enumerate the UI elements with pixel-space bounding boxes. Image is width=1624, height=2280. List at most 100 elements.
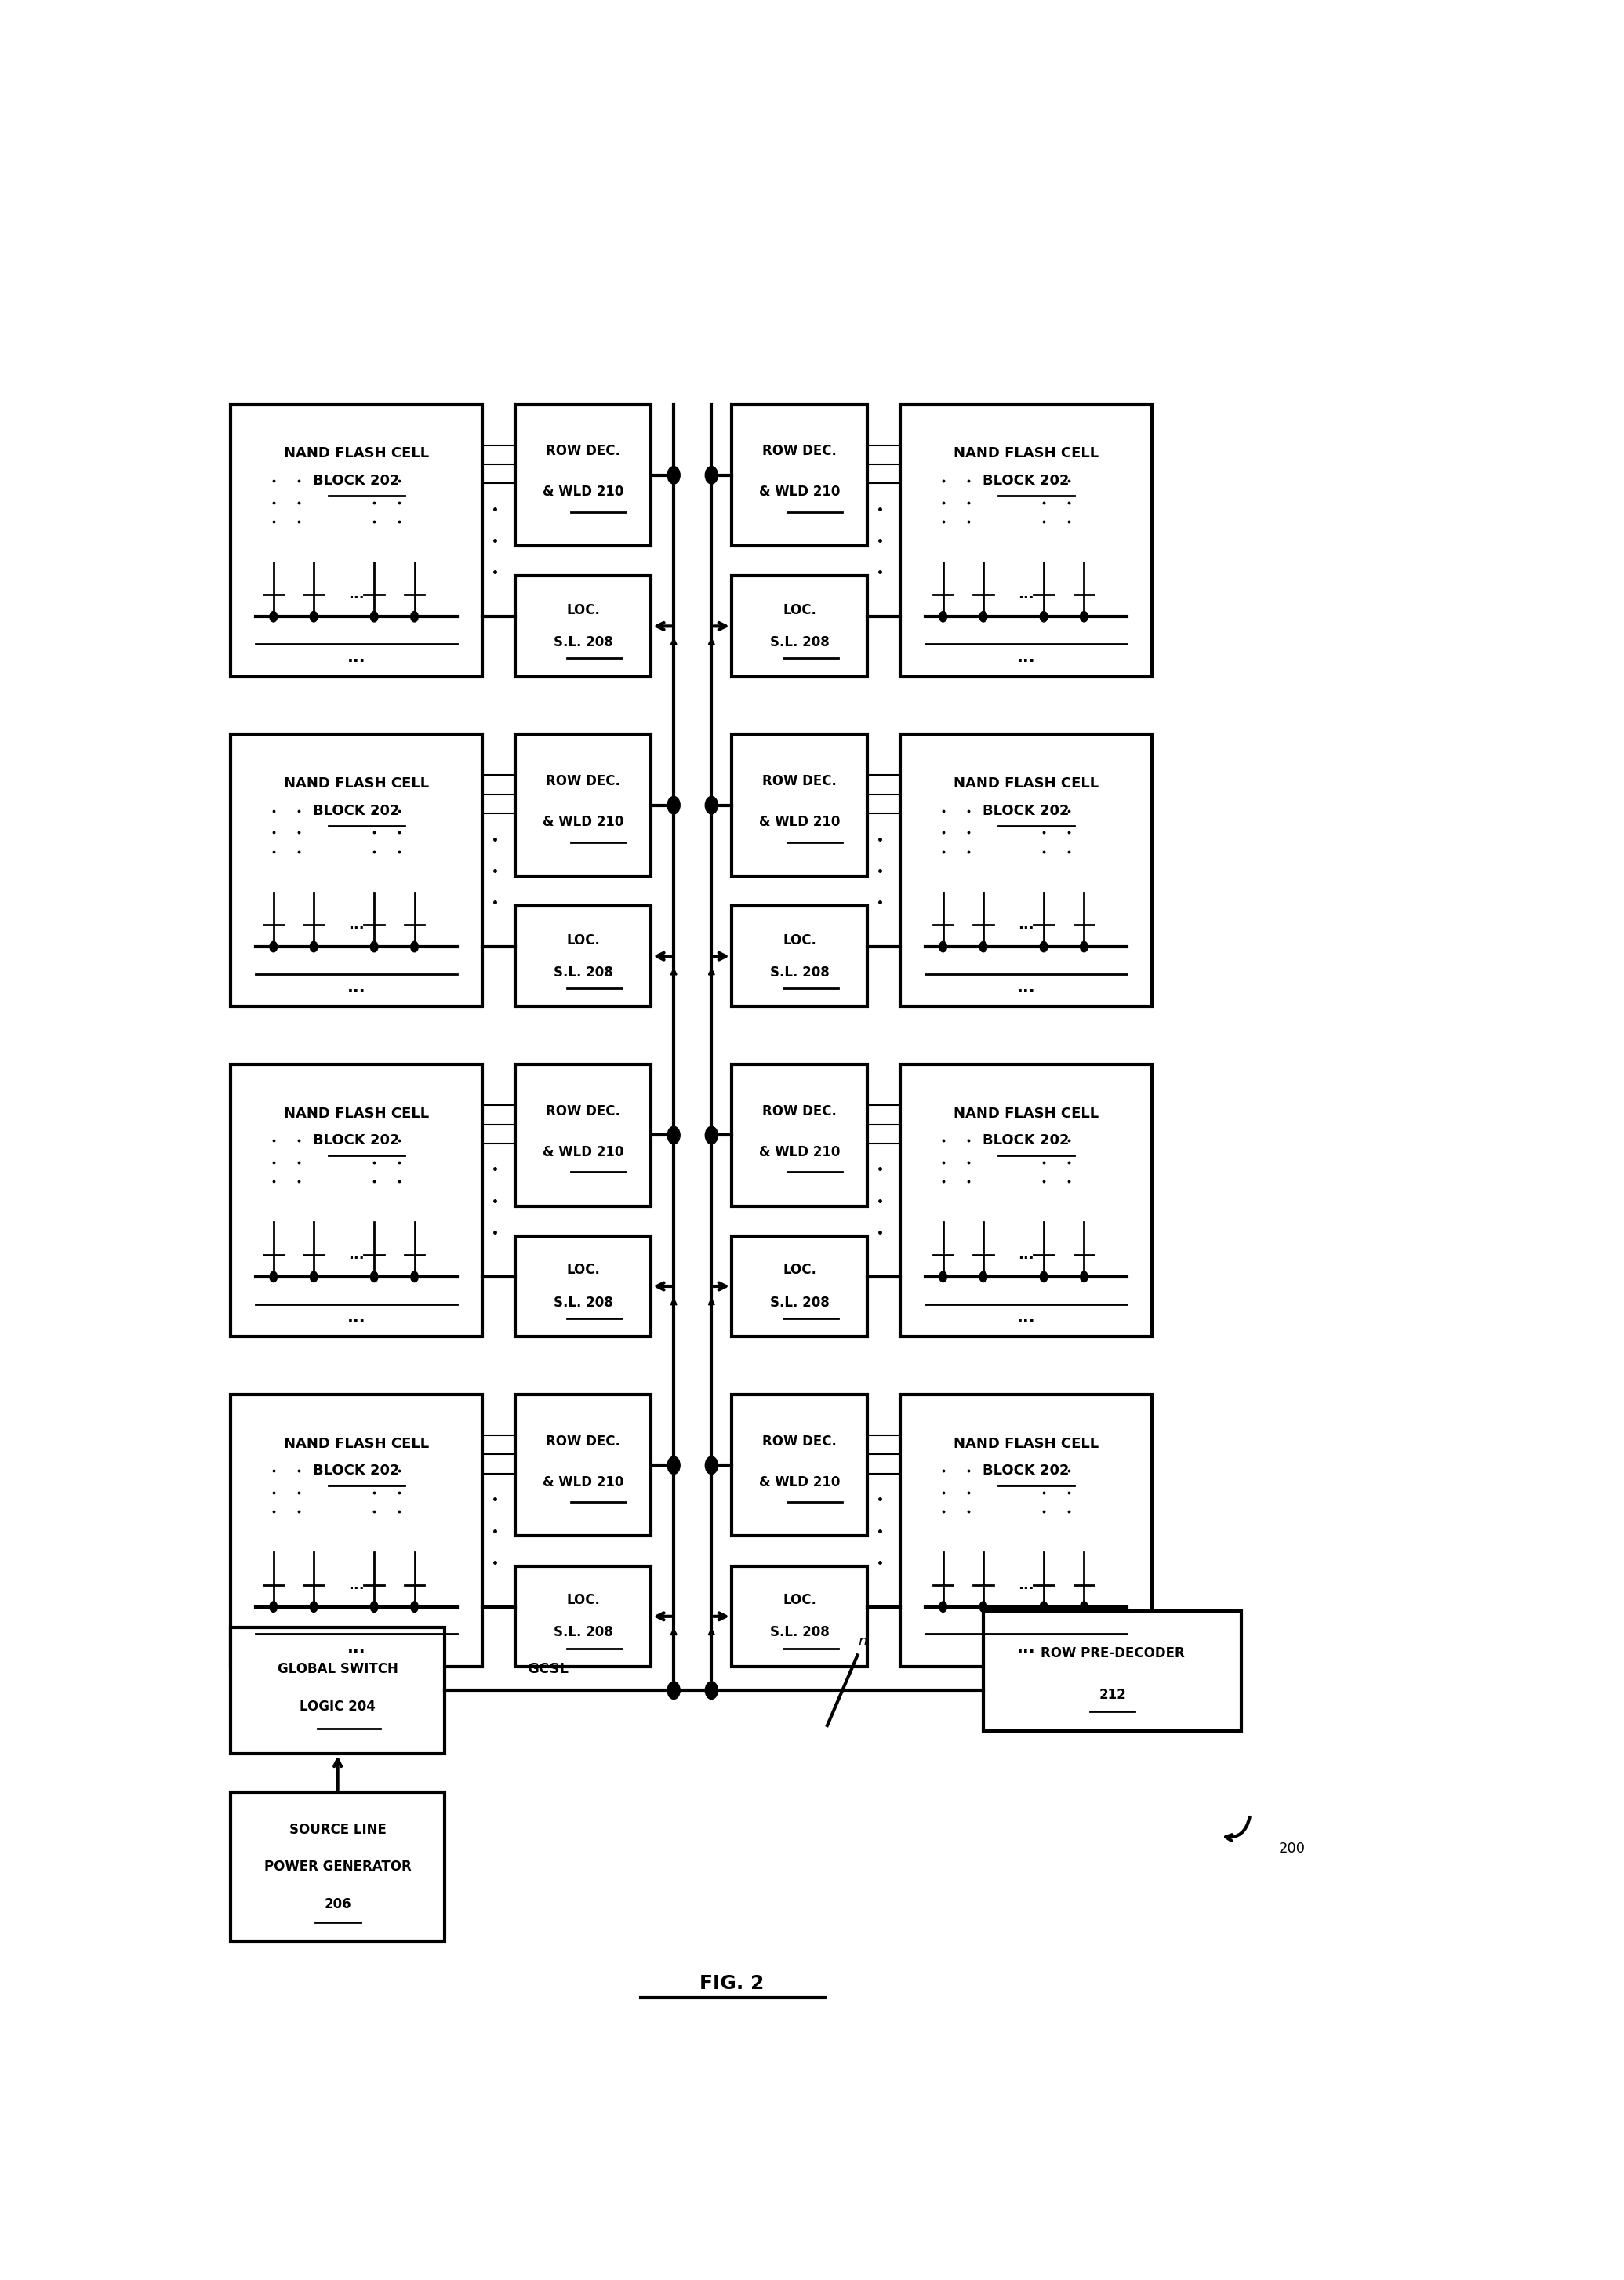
Text: & WLD 210: & WLD 210 bbox=[542, 1145, 624, 1158]
Text: LOC.: LOC. bbox=[567, 1263, 599, 1277]
Circle shape bbox=[705, 1683, 718, 1699]
Bar bbox=[231, 1395, 482, 1667]
Circle shape bbox=[1080, 611, 1088, 622]
Text: ROW DEC.: ROW DEC. bbox=[546, 775, 620, 789]
Bar bbox=[731, 905, 867, 1005]
Text: ROW PRE-DECODER: ROW PRE-DECODER bbox=[1041, 1646, 1184, 1660]
Circle shape bbox=[370, 611, 378, 622]
Circle shape bbox=[310, 942, 318, 953]
Circle shape bbox=[370, 942, 378, 953]
Circle shape bbox=[939, 942, 947, 953]
Text: ...: ... bbox=[348, 980, 365, 996]
Circle shape bbox=[1080, 1601, 1088, 1612]
Circle shape bbox=[667, 1126, 680, 1145]
Text: LOC.: LOC. bbox=[783, 933, 817, 946]
Circle shape bbox=[1039, 942, 1047, 953]
Text: BLOCK 202: BLOCK 202 bbox=[313, 474, 400, 488]
Circle shape bbox=[270, 1272, 278, 1281]
Circle shape bbox=[310, 1272, 318, 1281]
Circle shape bbox=[939, 1601, 947, 1612]
Text: S.L. 208: S.L. 208 bbox=[554, 964, 612, 980]
Text: S.L. 208: S.L. 208 bbox=[770, 964, 830, 980]
Bar bbox=[231, 734, 482, 1005]
Bar bbox=[900, 404, 1151, 677]
Bar bbox=[231, 404, 482, 677]
Circle shape bbox=[370, 1601, 378, 1612]
Text: LOC.: LOC. bbox=[783, 1263, 817, 1277]
Text: SOURCE LINE: SOURCE LINE bbox=[289, 1822, 387, 1838]
Text: S.L. 208: S.L. 208 bbox=[770, 636, 830, 650]
Text: BLOCK 202: BLOCK 202 bbox=[313, 1464, 400, 1477]
Text: ROW DEC.: ROW DEC. bbox=[546, 1434, 620, 1448]
Text: & WLD 210: & WLD 210 bbox=[542, 816, 624, 830]
Text: BLOCK 202: BLOCK 202 bbox=[313, 803, 400, 819]
Text: ROW DEC.: ROW DEC. bbox=[762, 445, 836, 458]
Text: S.L. 208: S.L. 208 bbox=[554, 1295, 612, 1309]
Text: ...: ... bbox=[1017, 980, 1036, 996]
Text: ROW DEC.: ROW DEC. bbox=[762, 1104, 836, 1117]
Text: NAND FLASH CELL: NAND FLASH CELL bbox=[284, 447, 429, 461]
Circle shape bbox=[667, 467, 680, 483]
Text: & WLD 210: & WLD 210 bbox=[542, 1475, 624, 1489]
Text: BLOCK 202: BLOCK 202 bbox=[983, 1133, 1070, 1147]
Circle shape bbox=[705, 796, 718, 814]
Text: ROW DEC.: ROW DEC. bbox=[762, 775, 836, 789]
Text: NAND FLASH CELL: NAND FLASH CELL bbox=[953, 777, 1099, 791]
Text: POWER GENERATOR: POWER GENERATOR bbox=[265, 1860, 411, 1874]
Text: S.L. 208: S.L. 208 bbox=[554, 1626, 612, 1639]
Bar bbox=[731, 577, 867, 677]
Text: ...: ... bbox=[1017, 650, 1036, 666]
Bar bbox=[515, 734, 651, 876]
Bar bbox=[515, 577, 651, 677]
Text: & WLD 210: & WLD 210 bbox=[542, 486, 624, 499]
Text: S.L. 208: S.L. 208 bbox=[554, 636, 612, 650]
Text: ...: ... bbox=[1018, 588, 1034, 602]
Bar bbox=[231, 1792, 445, 1943]
Circle shape bbox=[411, 1601, 419, 1612]
Text: LOC.: LOC. bbox=[783, 602, 817, 618]
Circle shape bbox=[705, 1126, 718, 1145]
Text: 206: 206 bbox=[325, 1897, 351, 1911]
Circle shape bbox=[1080, 1272, 1088, 1281]
Bar bbox=[515, 1065, 651, 1206]
Circle shape bbox=[667, 1683, 680, 1699]
Text: 212: 212 bbox=[1099, 1687, 1125, 1701]
Circle shape bbox=[667, 796, 680, 814]
Text: LOC.: LOC. bbox=[567, 1594, 599, 1607]
Text: ...: ... bbox=[349, 1247, 365, 1263]
Text: BLOCK 202: BLOCK 202 bbox=[983, 1464, 1070, 1477]
Text: BLOCK 202: BLOCK 202 bbox=[983, 474, 1070, 488]
Text: NAND FLASH CELL: NAND FLASH CELL bbox=[953, 447, 1099, 461]
Circle shape bbox=[1080, 942, 1088, 953]
Bar bbox=[231, 1628, 445, 1753]
Circle shape bbox=[667, 1457, 680, 1475]
Bar bbox=[731, 1236, 867, 1336]
Circle shape bbox=[270, 942, 278, 953]
Circle shape bbox=[1039, 1601, 1047, 1612]
Circle shape bbox=[939, 611, 947, 622]
Text: & WLD 210: & WLD 210 bbox=[758, 816, 840, 830]
Text: LOC.: LOC. bbox=[783, 1594, 817, 1607]
FancyArrowPatch shape bbox=[1226, 1817, 1250, 1840]
Bar bbox=[731, 1395, 867, 1537]
Text: & WLD 210: & WLD 210 bbox=[758, 1475, 840, 1489]
Text: FIG. 2: FIG. 2 bbox=[700, 1974, 763, 1993]
Text: LOC.: LOC. bbox=[567, 933, 599, 946]
Text: GCSL: GCSL bbox=[528, 1662, 568, 1676]
Bar bbox=[900, 1065, 1151, 1336]
Text: ROW DEC.: ROW DEC. bbox=[762, 1434, 836, 1448]
Circle shape bbox=[939, 1272, 947, 1281]
Text: & WLD 210: & WLD 210 bbox=[758, 486, 840, 499]
Text: ROW DEC.: ROW DEC. bbox=[546, 1104, 620, 1117]
Circle shape bbox=[1039, 1272, 1047, 1281]
Bar bbox=[900, 1395, 1151, 1667]
Text: ...: ... bbox=[1017, 1639, 1036, 1655]
Circle shape bbox=[411, 1272, 419, 1281]
Circle shape bbox=[979, 1272, 987, 1281]
Bar bbox=[731, 1065, 867, 1206]
Text: LOC.: LOC. bbox=[567, 602, 599, 618]
Text: BLOCK 202: BLOCK 202 bbox=[313, 1133, 400, 1147]
Circle shape bbox=[411, 611, 419, 622]
Circle shape bbox=[370, 1272, 378, 1281]
Circle shape bbox=[979, 611, 987, 622]
